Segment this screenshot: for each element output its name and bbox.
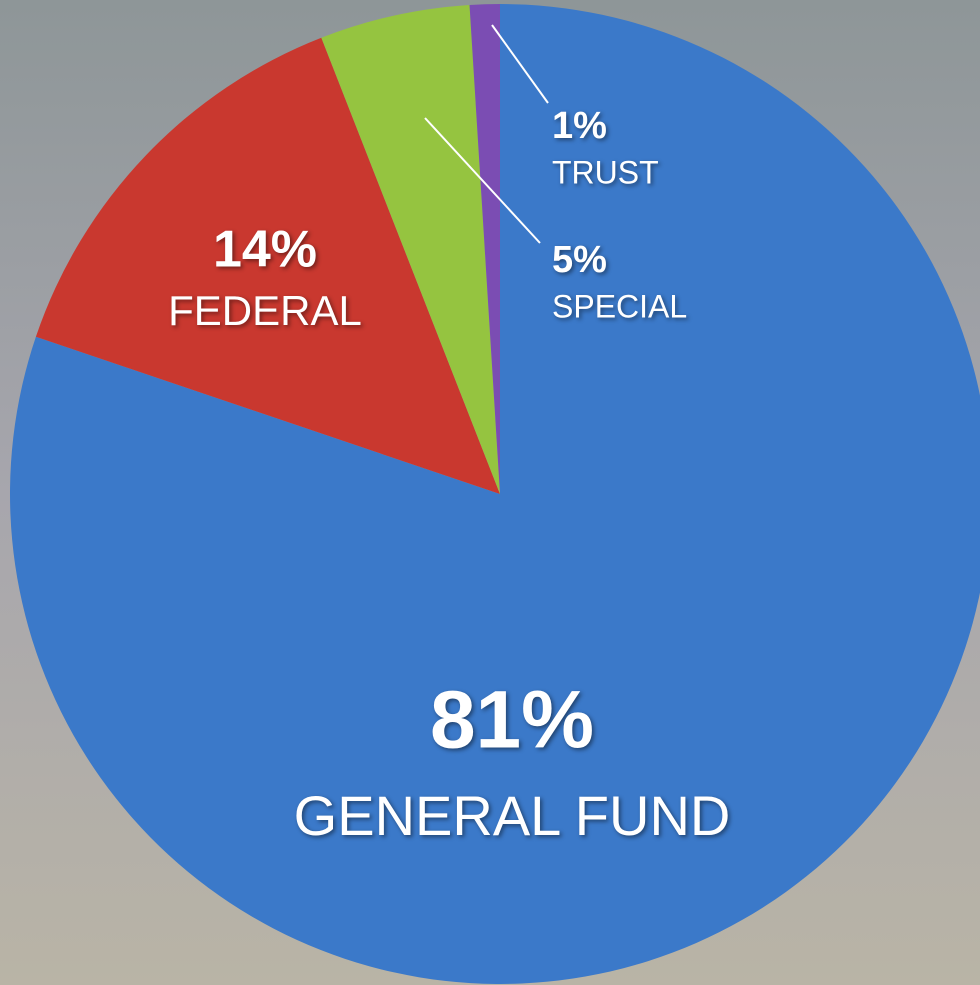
category-label: GENERAL FUND: [294, 784, 731, 847]
pie-slice: [35, 37, 500, 494]
pie-slice: [321, 4, 500, 495]
pie: [10, 4, 980, 984]
leader-line: [491, 24, 549, 104]
pie-slice: [469, 4, 500, 494]
pie-slice: [10, 4, 980, 984]
category-label: FEDERAL: [168, 287, 362, 334]
leader-line: [424, 117, 541, 244]
value-label: 5%: [552, 239, 607, 281]
labels: 81% GENERAL FUND 14% FEDERAL 5% SPECIAL 1% TRUS…: [168, 24, 731, 847]
value-label: 81%: [430, 675, 594, 766]
value-label: 14%: [213, 221, 317, 279]
category-label: SPECIAL: [552, 288, 687, 324]
category-label: TRUST: [552, 154, 659, 190]
value-label: 1%: [552, 105, 607, 147]
